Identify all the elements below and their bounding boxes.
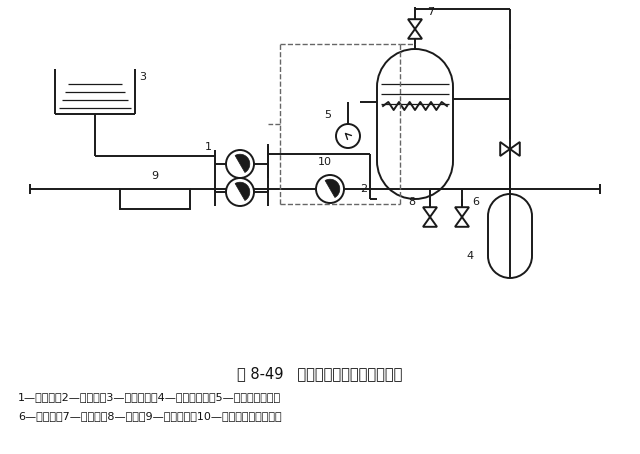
Text: 6—排水阀；7—放水阀；8—阀门；9—冷水机组；10—空调水系统的循环泵: 6—排水阀；7—放水阀；8—阀门；9—冷水机组；10—空调水系统的循环泵 xyxy=(18,411,282,421)
Polygon shape xyxy=(235,154,250,173)
Polygon shape xyxy=(423,217,437,227)
Text: 1: 1 xyxy=(205,142,211,152)
Circle shape xyxy=(316,175,344,203)
Bar xyxy=(120,189,190,209)
Polygon shape xyxy=(408,19,422,29)
Polygon shape xyxy=(455,217,469,227)
Circle shape xyxy=(226,178,254,206)
Text: 7: 7 xyxy=(427,7,434,17)
Text: 2: 2 xyxy=(360,184,367,194)
Text: 1—补水泵；2—加压罐；3—补给水箱；4—压缩空气瓶；5—电接点压力表；: 1—补水泵；2—加压罐；3—补给水箱；4—压缩空气瓶；5—电接点压力表； xyxy=(18,392,281,402)
Circle shape xyxy=(336,124,360,148)
Polygon shape xyxy=(455,207,469,217)
Text: 图 8-49   帽型膜隔绝式气体加压系统: 图 8-49 帽型膜隔绝式气体加压系统 xyxy=(237,366,403,381)
Text: 9: 9 xyxy=(152,171,159,181)
Polygon shape xyxy=(235,182,250,201)
Polygon shape xyxy=(423,207,437,217)
Polygon shape xyxy=(325,179,340,197)
Text: 4: 4 xyxy=(467,251,474,261)
Text: 3: 3 xyxy=(139,72,146,82)
Text: 8: 8 xyxy=(408,197,415,207)
Text: 10: 10 xyxy=(318,157,332,167)
Polygon shape xyxy=(510,142,520,156)
Text: 6: 6 xyxy=(472,197,479,207)
Polygon shape xyxy=(500,142,510,156)
Circle shape xyxy=(226,150,254,178)
Text: 5: 5 xyxy=(324,110,332,120)
Polygon shape xyxy=(408,29,422,39)
